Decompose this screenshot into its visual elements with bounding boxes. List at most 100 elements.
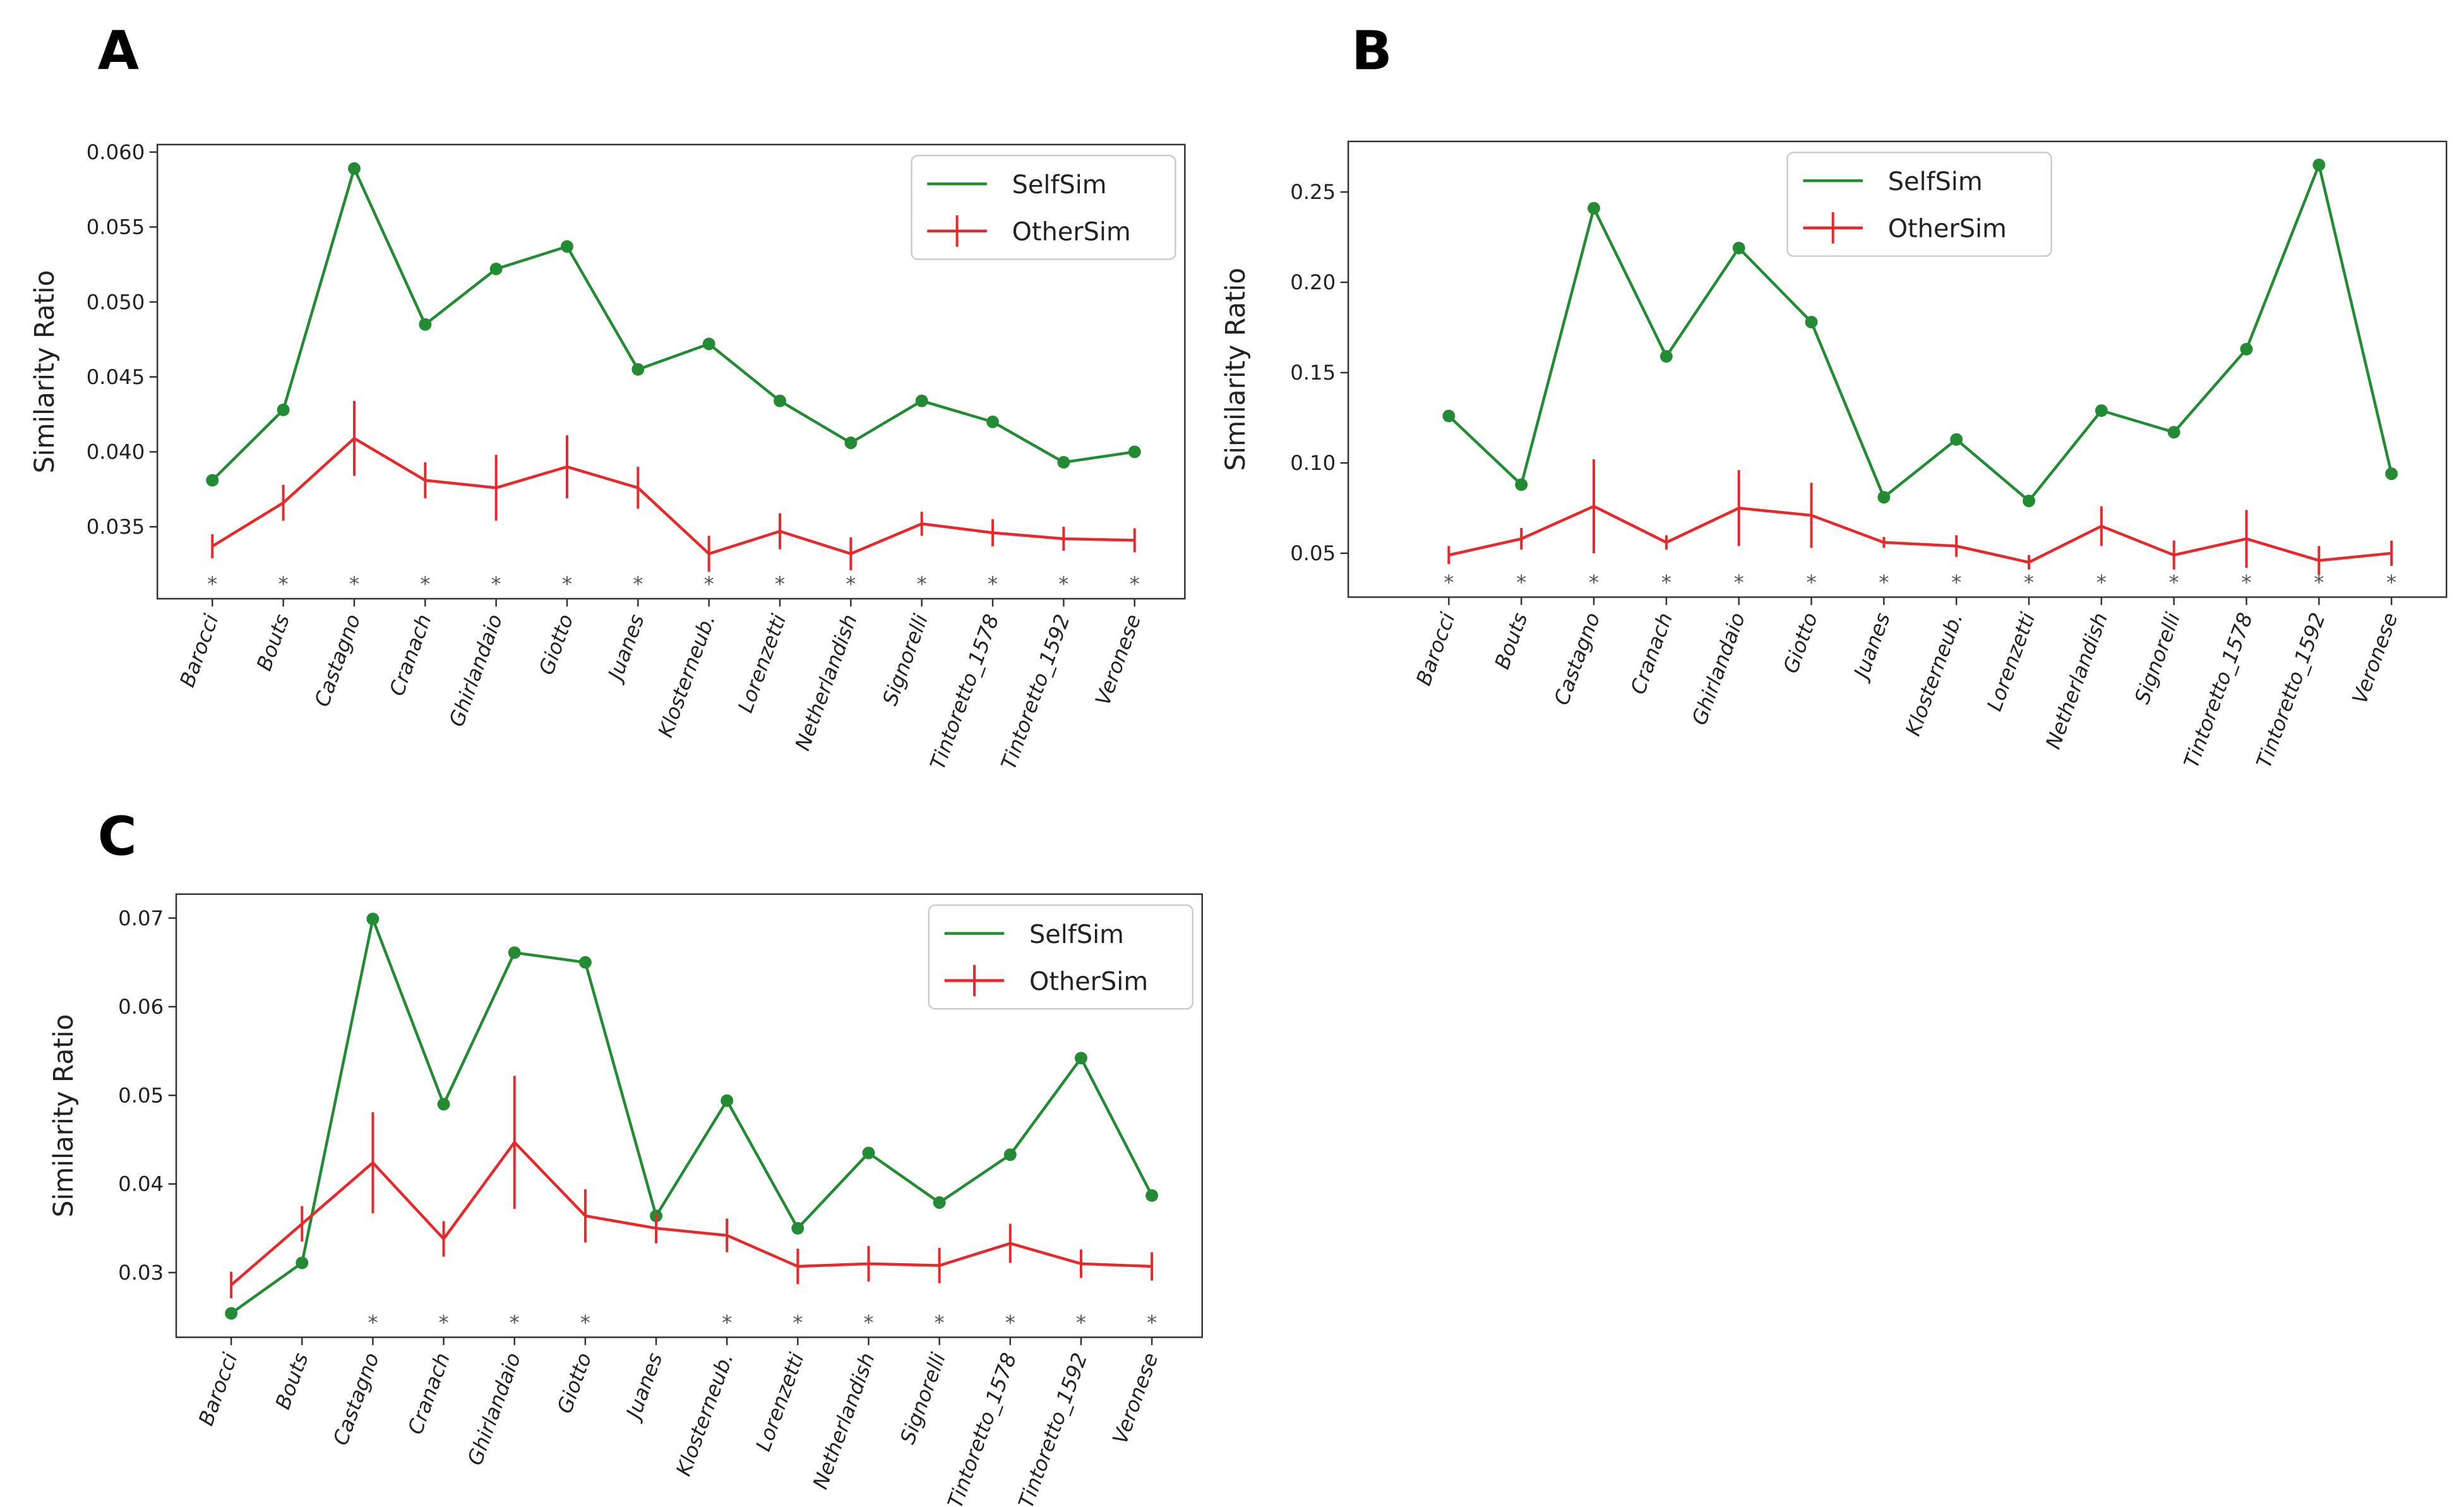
significance-marker: * [722,1311,732,1335]
data-point [631,363,645,376]
data-point [1660,350,1673,363]
significance-marker: * [775,572,785,596]
significance-marker: * [1879,570,1889,594]
data-point [702,337,715,351]
significance-marker: * [2169,570,2179,594]
data-point [774,394,786,407]
x-tick-label: Netherlandish [791,611,862,754]
y-tick-label: 0.07 [118,906,164,930]
data-point [2385,467,2398,481]
y-axis-label: Similarity Ratio [29,270,60,473]
data-point [1950,433,1963,446]
significance-marker: * [207,572,217,596]
data-point [933,1196,946,1209]
x-tick-label: Tintoretto_1578 [943,1350,1021,1507]
data-point [561,240,573,253]
y-tick-label: 0.060 [87,140,145,164]
y-tick-label: 0.050 [87,290,145,314]
significance-marker: * [439,1311,449,1335]
data-point [1588,201,1600,215]
data-point [844,436,858,450]
legend-label: SelfSim [1029,920,1124,949]
x-tick-label: Ghirlandaio [1687,609,1750,728]
x-tick-label: Netherlandish [2041,609,2112,752]
significance-marker: * [562,572,572,596]
significance-marker: * [1058,572,1068,596]
data-point [508,946,521,959]
x-tick-label: Castagno [1550,609,1605,708]
x-tick-label: Signorelli [895,1350,950,1447]
x-tick-label: Castagno [328,1350,384,1448]
x-tick-label: Klosterneub. [1901,609,1968,739]
significance-marker: * [420,572,430,596]
x-tick-label: Signorelli [878,611,933,709]
data-point [791,1222,804,1235]
significance-marker: * [2024,570,2034,594]
legend-box [928,904,1194,1010]
x-tick-label: Giotto [534,611,578,678]
data-point [1075,1052,1087,1065]
significance-marker: * [1076,1311,1086,1335]
x-tick-label: Veronese [1091,611,1145,709]
x-tick-label: Tintoretto_1578 [925,611,1003,773]
x-tick-label: Juanes [602,611,649,686]
x-tick-label: Veronese [1108,1350,1163,1447]
data-point [578,956,592,969]
significance-marker: * [988,572,998,596]
x-tick-label: Klosterneub. [654,611,721,741]
y-tick-label: 0.10 [1290,451,1336,475]
x-tick-label: Juanes [1848,609,1894,685]
panel-label: B [1351,19,1392,81]
x-tick-label: Bouts [252,611,294,674]
data-point [1145,1189,1159,1202]
significance-marker: * [1516,570,1526,594]
x-tick-label: Cranach [1626,609,1678,697]
data-point [1442,409,1456,423]
panel: C 0.03 0.04 0.05 0.06 0.07 Similarity Ratio Bar… [48,805,1203,1507]
significance-marker: * [1589,570,1599,594]
data-point [2095,404,2108,417]
data-point [915,394,928,407]
x-tick-label: Barocci [194,1350,242,1429]
data-point [206,474,219,487]
plot-frame [175,893,1203,1338]
significance-marker: * [792,1311,803,1335]
y-axis-label: Similarity Ratio [1220,268,1251,471]
significance-marker: * [1147,1311,1157,1335]
x-tick-label: Veronese [2348,609,2403,707]
x-tick-label: Giotto [1778,609,1822,676]
significance-marker: * [1661,570,1672,594]
data-point [1128,445,1141,459]
significance-marker: * [278,572,289,596]
data-point [2023,495,2035,507]
significance-marker: * [863,1311,873,1335]
data-point [1515,478,1528,491]
x-tick-label: Barocci [175,611,224,690]
panel-label: A [98,19,140,81]
data-point [2167,426,2180,439]
data-point [721,1094,734,1107]
y-tick-label: 0.055 [87,215,145,239]
x-tick-label: Cranach [385,611,436,699]
x-tick-label: Lorenzetti [751,1350,808,1455]
significance-marker: * [510,1311,520,1335]
series-line [1448,505,2392,564]
x-tick-label: Tintoretto_1592 [2252,609,2330,771]
series-line [230,1140,1152,1287]
x-tick-label: Signorelli [2130,609,2185,707]
legend-label: SelfSim [1012,171,1107,200]
data-point [1805,315,1818,328]
legend-label: OtherSim [1888,215,2007,244]
significance-marker: * [704,572,714,596]
significance-marker: * [1005,1311,1015,1335]
significance-marker: * [935,1311,945,1335]
x-tick-label: Juanes [620,1350,667,1425]
panel-label: C [98,805,137,867]
legend-box [1786,152,2052,257]
x-tick-label: Ghirlandaio [463,1350,525,1468]
data-point [862,1146,875,1160]
legend-label: OtherSim [1029,967,1148,996]
y-tick-label: 0.045 [87,365,145,389]
y-tick-label: 0.06 [118,995,164,1019]
data-point [1003,1148,1017,1162]
